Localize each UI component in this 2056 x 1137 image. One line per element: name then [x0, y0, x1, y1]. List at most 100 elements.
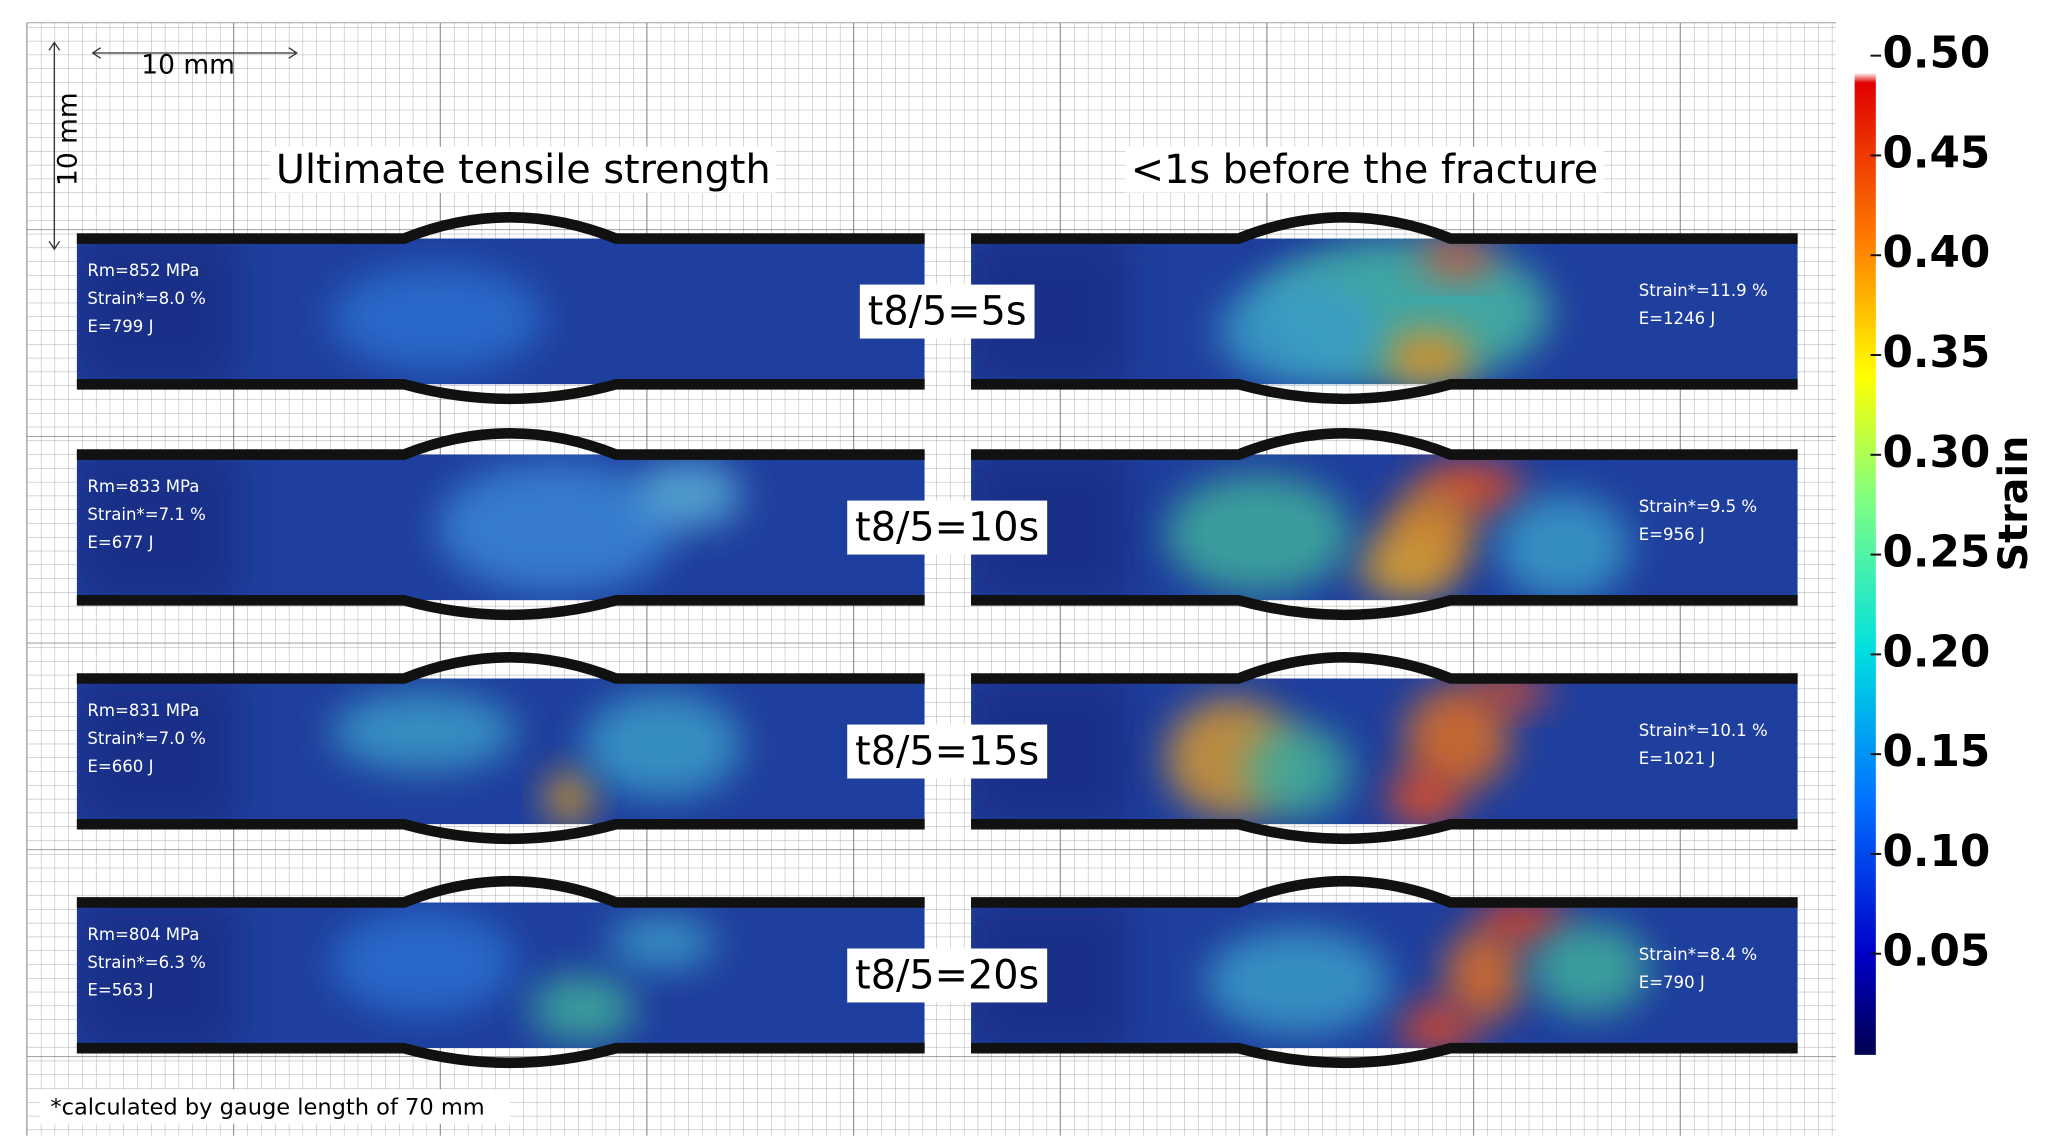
row-label-bg: [847, 724, 1048, 779]
specimen-row: Rm=804 MPa Strain*=6.3 % E=563 J Strain*=8.…: [76, 876, 1798, 1069]
strain-map: [76, 902, 925, 1049]
specimen-edge: [971, 818, 1798, 845]
colorbar-tick-label: 0.20: [1882, 626, 1990, 677]
specimen-edge: [76, 1042, 925, 1069]
specimen-edge: [76, 818, 925, 845]
row-label: t8/5=5s: [868, 289, 1027, 335]
row-label: t8/5=20s: [855, 952, 1039, 998]
strain-zone: [1530, 922, 1650, 1016]
strain-zone: [1245, 724, 1352, 818]
colorbar: [1854, 42, 1876, 1055]
specimen-value: Strain*=9.5 %: [1639, 497, 1757, 516]
strain-map: [76, 238, 925, 385]
specimen-edge: [971, 428, 1798, 460]
strain-zone: [582, 691, 742, 798]
row-label-bg: [859, 284, 1035, 339]
colorbar-tick-label: 0.45: [1882, 127, 1990, 178]
strain-zone: [1387, 768, 1462, 825]
strain-zone: [529, 975, 636, 1042]
specimen-value: E=799 J: [87, 317, 153, 336]
specimen-value: Strain*=10.1 %: [1639, 721, 1768, 740]
specimen-value: Strain*=8.0 %: [87, 289, 205, 308]
strain-zone: [1357, 534, 1451, 601]
colorbar-tick-label: 0.05: [1882, 926, 1990, 977]
specimen-edge: [971, 212, 1798, 244]
specimen-value: Strain*=6.3 %: [87, 953, 205, 972]
specimen-value: Rm=833 MPa: [87, 477, 199, 496]
specimen-value: Rm=831 MPa: [87, 701, 199, 720]
specimen-value: Rm=804 MPa: [87, 925, 199, 944]
scale-label: 10 mm: [52, 92, 83, 186]
specimen-shade: [76, 454, 236, 601]
colorbar-label: Strain: [1991, 436, 2037, 572]
footnote-bg: [39, 1089, 511, 1124]
scale-bars: [48, 41, 298, 251]
specimen-edge: [76, 652, 925, 684]
colorbar-tick-label: 0.30: [1882, 427, 1990, 478]
footnote: *calculated by gauge length of 70 mm: [50, 1094, 484, 1120]
strain-map: [971, 902, 1798, 1049]
specimen-value: E=563 J: [87, 981, 153, 1000]
specimen-value: E=1021 J: [1639, 749, 1716, 768]
specimen-value: Strain*=7.0 %: [87, 729, 205, 748]
colorbar-tick-label: 0.50: [1882, 28, 1990, 79]
strain-zone: [635, 461, 742, 528]
colorbar-tick-label: 0.25: [1882, 527, 1990, 578]
specimen-value: Strain*=7.1 %: [87, 505, 205, 524]
specimen-edge: [971, 876, 1798, 908]
strain-zone: [1383, 331, 1474, 385]
specimen-value: E=677 J: [87, 533, 153, 552]
row-label: t8/5=15s: [855, 729, 1039, 775]
strain-zone: [1470, 678, 1550, 711]
specimen-edge: [76, 212, 925, 244]
strain-zone: [609, 915, 716, 969]
specimen-edge: [76, 379, 925, 405]
strain-map: [76, 678, 925, 825]
specimen-value: Strain*=8.4 %: [1639, 945, 1757, 964]
specimen-value: E=1246 J: [1639, 309, 1716, 328]
specimen-edge: [971, 379, 1798, 405]
colorbar-tick-label: 0.15: [1882, 726, 1990, 777]
specimen-row: Rm=833 MPa Strain*=7.1 % E=677 J Strain*=9.…: [76, 428, 1798, 621]
row-label-bg: [847, 948, 1048, 1003]
row-label: t8/5=10s: [855, 505, 1039, 551]
strain-map: [971, 678, 1798, 825]
specimen-value: Strain*=11.9 %: [1639, 281, 1768, 300]
specimen-value: E=790 J: [1639, 973, 1705, 992]
strain-zone: [1218, 278, 1378, 385]
specimen-row: Rm=831 MPa Strain*=7.0 % E=660 J Strain*=10…: [76, 652, 1798, 845]
specimen-edge: [76, 428, 925, 460]
strain-zone: [1404, 685, 1511, 792]
strain-zone: [331, 909, 517, 1016]
specimen-shade: [76, 902, 236, 1049]
strain-zone: [1165, 474, 1352, 594]
specimen-edge: [971, 1042, 1798, 1069]
strain-map: [76, 454, 925, 601]
column-title: Ultimate tensile strength: [276, 147, 771, 193]
colorbar-tick-label: 0.10: [1882, 826, 1990, 877]
strain-zone: [545, 771, 594, 825]
title-bg: [1125, 146, 1604, 193]
colorbar-tick-label: 0.35: [1882, 327, 1990, 378]
specimen-edge: [971, 652, 1798, 684]
strain-zone: [331, 691, 517, 772]
strain-zone: [1420, 239, 1495, 277]
column-title: <1s before the fracture: [1131, 147, 1598, 193]
strain-zone: [1496, 494, 1630, 601]
specimen-edge: [971, 595, 1798, 621]
specimen-shade: [76, 238, 236, 385]
strain-map: [971, 238, 1798, 385]
colorbar-tick-label: 0.40: [1882, 227, 1990, 278]
strain-zone: [1205, 928, 1391, 1035]
scale-label: 10 mm: [141, 50, 235, 81]
strain-map: [971, 454, 1798, 601]
specimen-edge: [76, 595, 925, 621]
specimen-edge: [76, 876, 925, 908]
specimen-value: E=660 J: [87, 757, 153, 776]
title-bg: [270, 146, 776, 193]
strain-zone: [437, 461, 676, 594]
strain-zone: [1443, 928, 1524, 1022]
row-label-bg: [847, 500, 1048, 555]
specimen-value: Rm=852 MPa: [87, 261, 199, 280]
